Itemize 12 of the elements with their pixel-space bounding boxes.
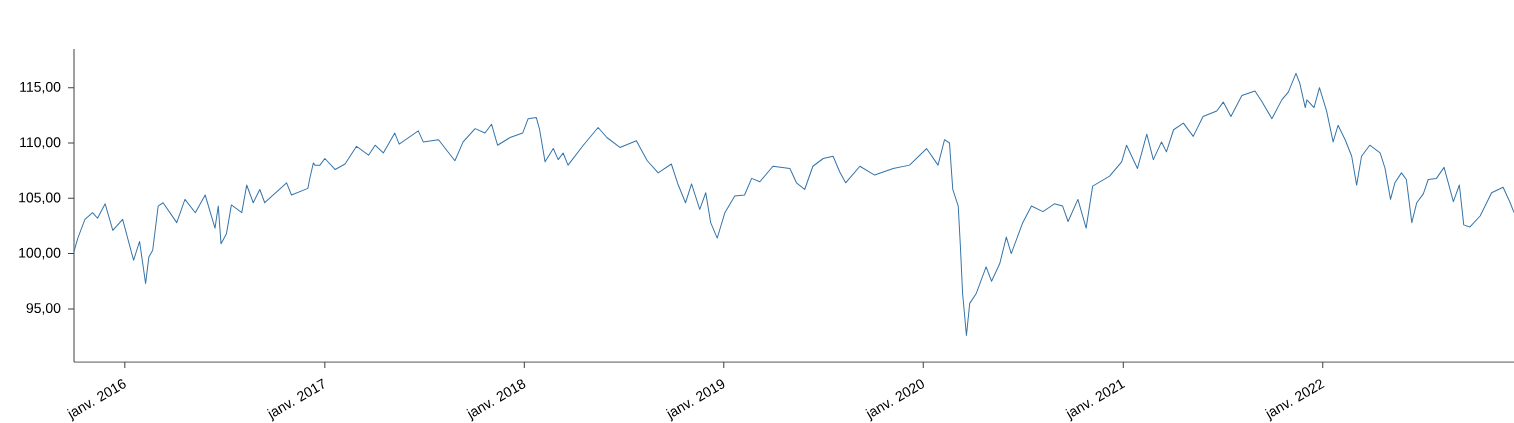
- line-series: [73, 72, 1514, 336]
- x-tick-label: janv. 2018: [466, 379, 526, 422]
- y-tick-label: 100,00: [19, 247, 61, 260]
- y-tick-label: 110,00: [20, 137, 61, 149]
- y-tick-label: 115,00: [20, 81, 61, 94]
- y-tick-label: 95,00: [26, 303, 61, 315]
- x-tick-label: janv. 2021: [1065, 379, 1126, 422]
- x-tick-label: janv. 2019: [665, 379, 725, 422]
- y-tick-label: 105,00: [19, 192, 61, 205]
- x-tick-label: janv. 2022: [1264, 379, 1325, 422]
- x-tick-label: janv. 2016: [66, 379, 126, 422]
- x-tick-label: janv. 2020: [865, 379, 924, 422]
